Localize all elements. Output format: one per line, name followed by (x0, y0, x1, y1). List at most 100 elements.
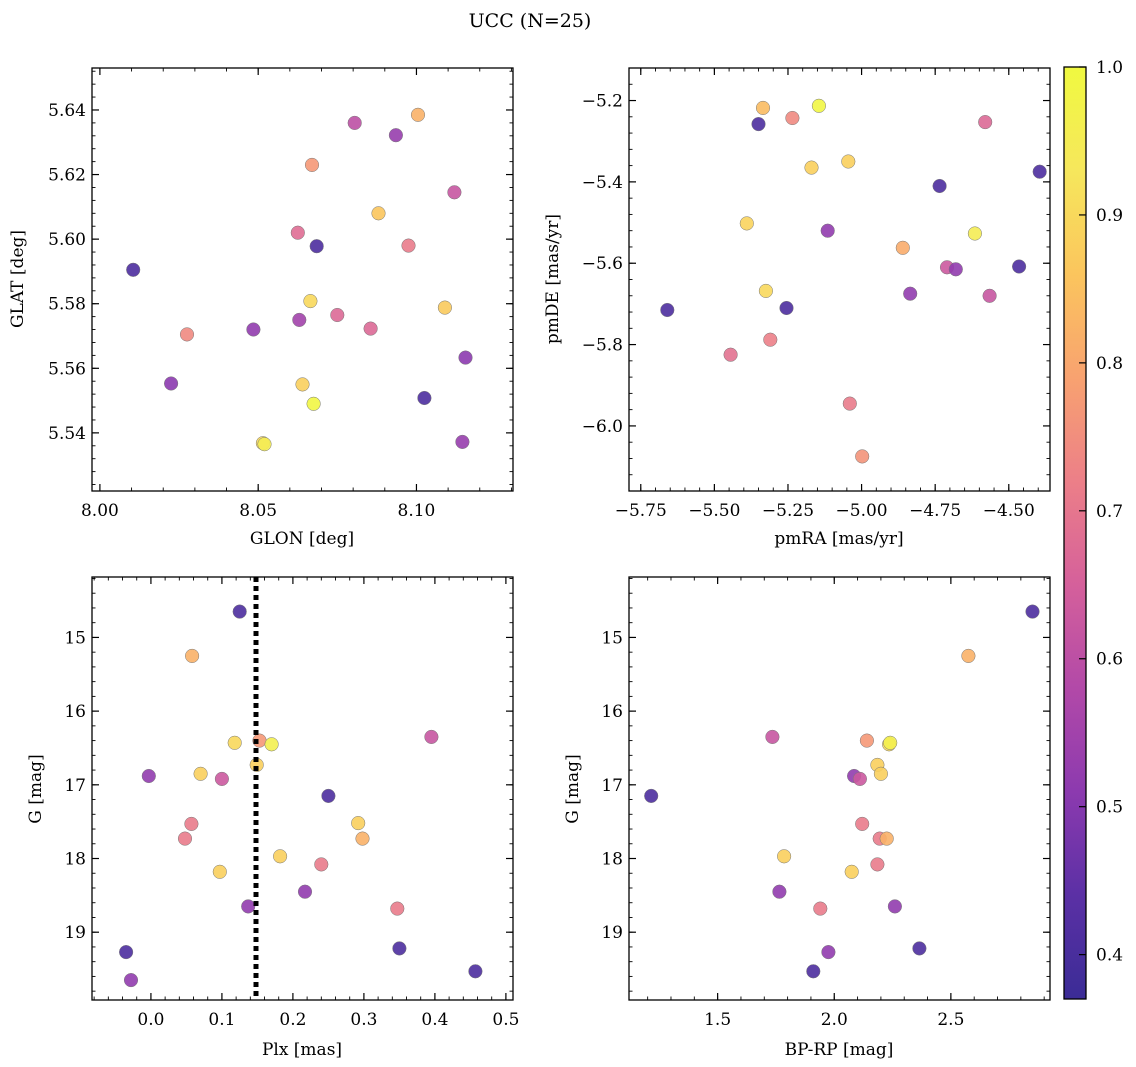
colorbar-tick-label: 0.7 (1096, 502, 1123, 522)
data-point (227, 735, 242, 750)
panel-cmd: 1.5 2.0 2.5 15 16 17 18 19 BP-RP [mag] G [mag] (563, 576, 1051, 1060)
data-point (177, 831, 193, 846)
panel-proper-motions-ticks: −5.75 −5.50 −5.25 −5.00 −4.75 −4.50 −6.0 −5.8 −5… (582, 67, 1050, 521)
data-point (424, 729, 439, 744)
colorbar-tick-label: 0.9 (1096, 206, 1123, 226)
panel-positions: 8.00 8.05 8.10 5.54 5.56 5.58 5.60 5.62 5.64 GLO… (8, 67, 514, 549)
figure-title: UCC (N=25) (469, 10, 592, 32)
data-point (306, 396, 321, 411)
data-point (321, 788, 336, 803)
y-tick-label: 19 (601, 923, 623, 943)
colorbar-ticks: 0.4 0.5 0.6 0.7 0.8 0.9 1.0 (1079, 58, 1123, 966)
data-point (119, 945, 134, 960)
y-tick-label: 5.58 (48, 295, 86, 315)
data-point (351, 816, 366, 831)
data-point (660, 302, 675, 318)
x-tick-label: 0.3 (350, 1010, 377, 1030)
x-tick-label: 2.0 (821, 1010, 848, 1030)
y-tick-label: 15 (64, 628, 86, 648)
data-point (844, 864, 859, 879)
data-point (813, 901, 828, 916)
data-point (292, 312, 307, 327)
data-point (232, 604, 247, 619)
data-point (330, 307, 345, 323)
panel-positions-points (126, 107, 473, 452)
data-point (303, 294, 318, 309)
y-tick-label: 17 (64, 776, 86, 796)
data-point (468, 964, 483, 979)
y-tick-label: 5.64 (48, 101, 86, 121)
data-point (772, 884, 787, 899)
panel-g-vs-plx: 0.0 0.1 0.2 0.3 0.4 0.5 15 16 17 18 19 Plx [mas] G… (26, 576, 519, 1060)
y-tick-label: −5.4 (582, 173, 623, 193)
data-point (241, 899, 256, 914)
x-tick-label: −4.75 (909, 501, 961, 521)
data-point (855, 816, 870, 831)
panel-g-vs-plx-ylabel: G [mag] (26, 754, 46, 823)
data-point (212, 864, 227, 879)
data-point (903, 286, 918, 301)
panel-g-vs-plx-xlabel: Plx [mas] (262, 1040, 342, 1060)
x-tick-label: 0.1 (208, 1010, 235, 1030)
panel-cmd-ticks: 1.5 2.0 2.5 15 16 17 18 19 (601, 577, 1050, 1030)
colorbar: 0.4 0.5 0.6 0.7 0.8 0.9 1.0 (1063, 58, 1123, 1000)
data-point (779, 300, 794, 316)
data-point (873, 766, 888, 781)
data-point (273, 849, 288, 864)
data-point (1032, 164, 1047, 179)
data-point (751, 117, 766, 132)
data-point (765, 729, 780, 744)
data-point (290, 225, 305, 240)
y-tick-label: 5.62 (48, 166, 86, 186)
data-point (777, 849, 792, 864)
y-tick-label: 17 (601, 776, 623, 796)
data-point (447, 185, 462, 200)
y-tick-label: 18 (601, 850, 623, 870)
data-point (912, 941, 927, 956)
x-tick-label: −4.50 (983, 501, 1035, 521)
colorbar-tick-label: 0.4 (1096, 946, 1123, 966)
panel-positions-xlabel: GLON [deg] (250, 529, 354, 549)
x-tick-label: 1.5 (704, 1010, 731, 1030)
data-point (458, 350, 473, 365)
x-tick-label: −5.50 (688, 501, 740, 521)
data-point (246, 322, 261, 337)
y-tick-label: −6.0 (582, 417, 623, 437)
data-point (164, 376, 179, 391)
data-point (811, 98, 826, 113)
data-point (295, 377, 310, 392)
data-point (214, 771, 229, 786)
data-point (932, 178, 947, 194)
colorbar-gradient (1064, 67, 1086, 999)
data-point (758, 283, 773, 298)
panel-g-vs-plx-points (119, 604, 483, 988)
data-point (842, 396, 857, 411)
panel-positions-ticks: 8.00 8.05 8.10 5.54 5.56 5.58 5.60 5.62 5.64 (48, 68, 513, 521)
y-tick-label: 16 (64, 702, 86, 722)
x-tick-label: −5.00 (836, 501, 888, 521)
panel-g-vs-plx-ticks: 0.0 0.1 0.2 0.3 0.4 0.5 15 16 17 18 19 (64, 577, 519, 1030)
panel-g-vs-plx-frame (91, 576, 514, 1001)
x-tick-label: 8.05 (239, 501, 277, 521)
colorbar-tick-label: 1.0 (1096, 58, 1123, 78)
data-point (895, 240, 910, 255)
panel-positions-frame (91, 67, 514, 492)
y-tick-label: 5.60 (48, 230, 86, 250)
panel-proper-motions: −5.75 −5.50 −5.25 −5.00 −4.75 −4.50 −6.0 −5.8 −5… (543, 67, 1051, 549)
data-point (804, 160, 819, 175)
y-tick-label: −5.2 (582, 92, 623, 112)
data-point (347, 115, 362, 130)
x-tick-label: 8.00 (81, 501, 119, 521)
data-point (193, 766, 208, 781)
panel-positions-ylabel: GLAT [deg] (8, 230, 28, 328)
data-point (820, 223, 835, 238)
x-tick-label: 0.2 (279, 1010, 306, 1030)
panel-proper-motions-points (660, 98, 1047, 464)
data-point (978, 115, 993, 130)
colorbar-tick-label: 0.5 (1096, 798, 1123, 818)
data-point (821, 945, 836, 960)
data-point (264, 737, 279, 752)
data-point (870, 857, 885, 872)
panel-proper-motions-xlabel: pmRA [mas/yr] (774, 529, 903, 549)
data-point (390, 901, 405, 916)
